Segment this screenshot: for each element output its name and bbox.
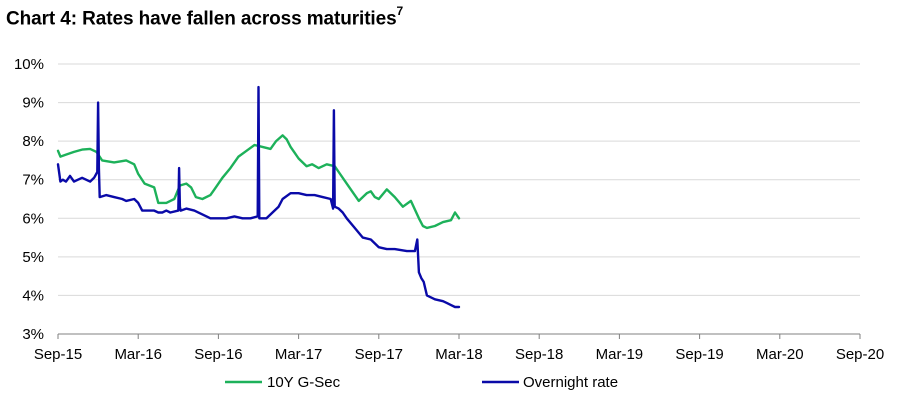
x-tick-label: Sep-20 — [836, 346, 884, 363]
series-line-gsec — [56, 134, 461, 230]
x-tick-label: Mar-18 — [435, 346, 483, 363]
x-tick-label: Sep-16 — [194, 346, 242, 363]
chart-title-footnote: 7 — [396, 4, 404, 18]
y-tick-label: 8% — [22, 133, 44, 150]
series-line-overnight — [56, 85, 461, 309]
x-tick-label: Mar-20 — [756, 346, 804, 363]
chart-legend: 10Y G-Sec Overnight rate — [225, 374, 618, 391]
x-axis — [57, 333, 861, 339]
y-axis-labels: 3% 4% 5% 6% 7% 8% 9% 10% — [14, 56, 44, 343]
x-tick-label: Mar-19 — [596, 346, 644, 363]
legend-label-gsec: 10Y G-Sec — [267, 374, 341, 391]
x-tick-label: Sep-17 — [355, 346, 403, 363]
chart-series — [56, 85, 461, 309]
x-axis-labels: Sep-15 Mar-16 Sep-16 Mar-17 Sep-17 Mar-18 Sep-… — [34, 346, 884, 363]
y-tick-label: 7% — [22, 172, 44, 189]
x-tick-label: Mar-17 — [275, 346, 323, 363]
y-tick-label: 9% — [22, 95, 44, 112]
x-tick-label: Sep-18 — [515, 346, 563, 363]
legend-label-overnight: Overnight rate — [523, 374, 618, 391]
y-tick-label: 5% — [22, 249, 44, 266]
y-tick-label: 3% — [22, 326, 44, 343]
x-tick-label: Sep-19 — [675, 346, 723, 363]
x-tick-label: Mar-16 — [114, 346, 162, 363]
y-tick-label: 6% — [22, 210, 44, 227]
y-tick-label: 4% — [22, 287, 44, 304]
y-tick-label: 10% — [14, 56, 44, 73]
x-tick-label: Sep-15 — [34, 346, 82, 363]
chart-title-text: Chart 4: Rates have fallen across maturi… — [6, 8, 397, 30]
chart-title: Chart 4: Rates have fallen across maturi… — [6, 4, 404, 30]
